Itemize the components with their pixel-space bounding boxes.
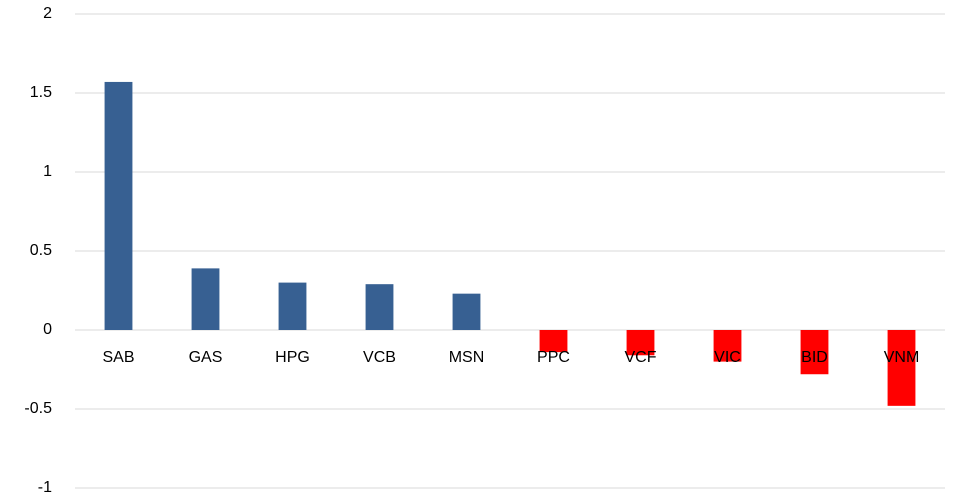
bar bbox=[713, 330, 742, 362]
x-tick-label: GAS bbox=[189, 349, 223, 366]
x-tick-label: VCF bbox=[625, 349, 657, 366]
y-tick-label: 1 bbox=[43, 163, 52, 180]
x-tick-label: PPC bbox=[537, 349, 570, 366]
x-tick-label: MSN bbox=[449, 349, 485, 366]
bar bbox=[539, 330, 568, 353]
x-tick-label: BID bbox=[801, 349, 828, 366]
y-tick-label: 1.5 bbox=[30, 84, 52, 101]
x-tick-label: HPG bbox=[275, 349, 310, 366]
y-tick-label: 0 bbox=[43, 321, 52, 338]
bar bbox=[104, 81, 133, 330]
bar bbox=[800, 330, 829, 375]
y-tick-label: -1 bbox=[38, 479, 52, 496]
y-tick-label: 2 bbox=[43, 5, 52, 22]
x-tick-label: VIC bbox=[714, 349, 741, 366]
y-tick-label: 0.5 bbox=[30, 242, 52, 259]
x-tick-label: VNM bbox=[884, 349, 920, 366]
bar bbox=[452, 293, 481, 330]
bar bbox=[191, 268, 220, 330]
x-tick-label: SAB bbox=[102, 349, 134, 366]
bar bbox=[626, 330, 655, 356]
y-tick-label: -0.5 bbox=[24, 400, 52, 417]
bar bbox=[278, 282, 307, 330]
x-tick-label: VCB bbox=[363, 349, 396, 366]
bar bbox=[887, 330, 916, 406]
bar bbox=[365, 284, 394, 330]
